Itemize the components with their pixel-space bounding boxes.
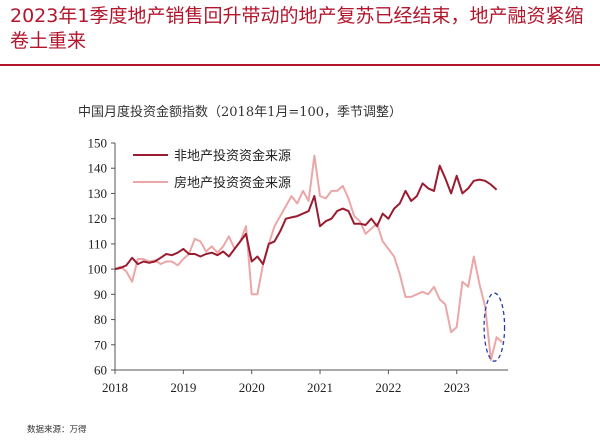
x-tick-label: 2019 (170, 380, 196, 395)
data-source-note: 数据来源：万得 (27, 425, 87, 435)
series-line-non-real-estate (114, 164, 498, 271)
y-tick-label: 70 (94, 337, 107, 352)
x-tick-label: 2022 (375, 380, 401, 395)
series-line-real-estate (114, 154, 503, 361)
y-tick-label: 120 (88, 211, 108, 226)
y-tick-label: 140 (88, 161, 108, 176)
x-tick-label: 2018 (102, 380, 128, 395)
page-headline: 2023年1季度地产销售回升带动的地产复苏已经结束，地产融资紧缩卷土重来 (10, 5, 584, 52)
y-tick-label: 90 (94, 287, 107, 302)
y-tick-label: 130 (88, 186, 108, 201)
legend-label-non-real-estate: 非地产投资资金来源 (174, 148, 291, 164)
headline-rule (0, 64, 600, 66)
x-tick-label: 2021 (307, 380, 333, 395)
y-tick-label: 110 (88, 236, 107, 251)
y-tick-label: 100 (88, 262, 108, 277)
x-tick-label: 2020 (239, 380, 265, 395)
chart-title: 中国月度投资金额指数（2018年1月=100，季节调整） (78, 105, 403, 120)
legend-label-real-estate: 房地产投资资金来源 (174, 175, 291, 191)
y-tick-label: 150 (88, 136, 108, 151)
y-tick-label: 80 (94, 312, 107, 327)
x-tick-label: 2023 (444, 380, 470, 395)
highlight-ellipse (483, 292, 506, 362)
y-tick-label: 60 (94, 363, 107, 378)
